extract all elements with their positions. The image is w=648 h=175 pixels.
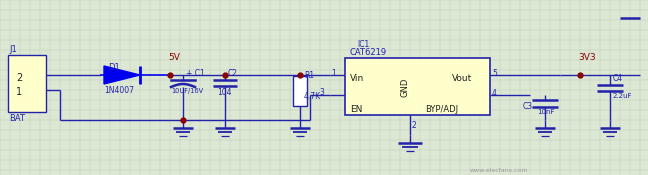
Text: BAT: BAT [9,114,25,123]
Text: 4: 4 [492,89,497,98]
Text: 5V: 5V [168,53,180,62]
Text: GND: GND [400,78,409,97]
Text: D1: D1 [108,63,120,72]
Text: Vin: Vin [350,74,364,83]
Text: 2.2uF: 2.2uF [613,93,632,99]
Text: + C1: + C1 [186,69,205,78]
Bar [293,76,307,106]
Text: 2: 2 [16,73,22,83]
Text: 4.7K: 4.7K [304,92,321,101]
Text: 104: 104 [217,88,231,97]
Bar [345,58,490,115]
Text: Vout: Vout [452,74,472,83]
Text: IC1: IC1 [357,40,369,49]
Text: C2: C2 [228,69,238,78]
Polygon shape [104,66,140,84]
Bar [8,55,46,112]
Text: 1N4007: 1N4007 [104,86,134,95]
Text: 3V3: 3V3 [578,53,596,62]
Text: R1: R1 [304,71,314,80]
Text: 1: 1 [16,87,22,97]
Text: 10UF/16V: 10UF/16V [171,88,203,94]
Text: 1: 1 [331,69,336,78]
Text: J1: J1 [9,45,17,54]
Text: BYP/ADJ: BYP/ADJ [425,105,458,114]
Text: 10nF: 10nF [537,109,555,115]
Text: 5: 5 [492,69,497,78]
Text: C4: C4 [613,74,623,83]
Text: 2: 2 [412,121,417,130]
Text: EN: EN [350,105,362,114]
Text: C3: C3 [523,102,533,111]
Text: CAT6219: CAT6219 [350,48,387,57]
Text: www.elecfans.com: www.elecfans.com [470,168,529,173]
Text: 3: 3 [319,88,324,97]
